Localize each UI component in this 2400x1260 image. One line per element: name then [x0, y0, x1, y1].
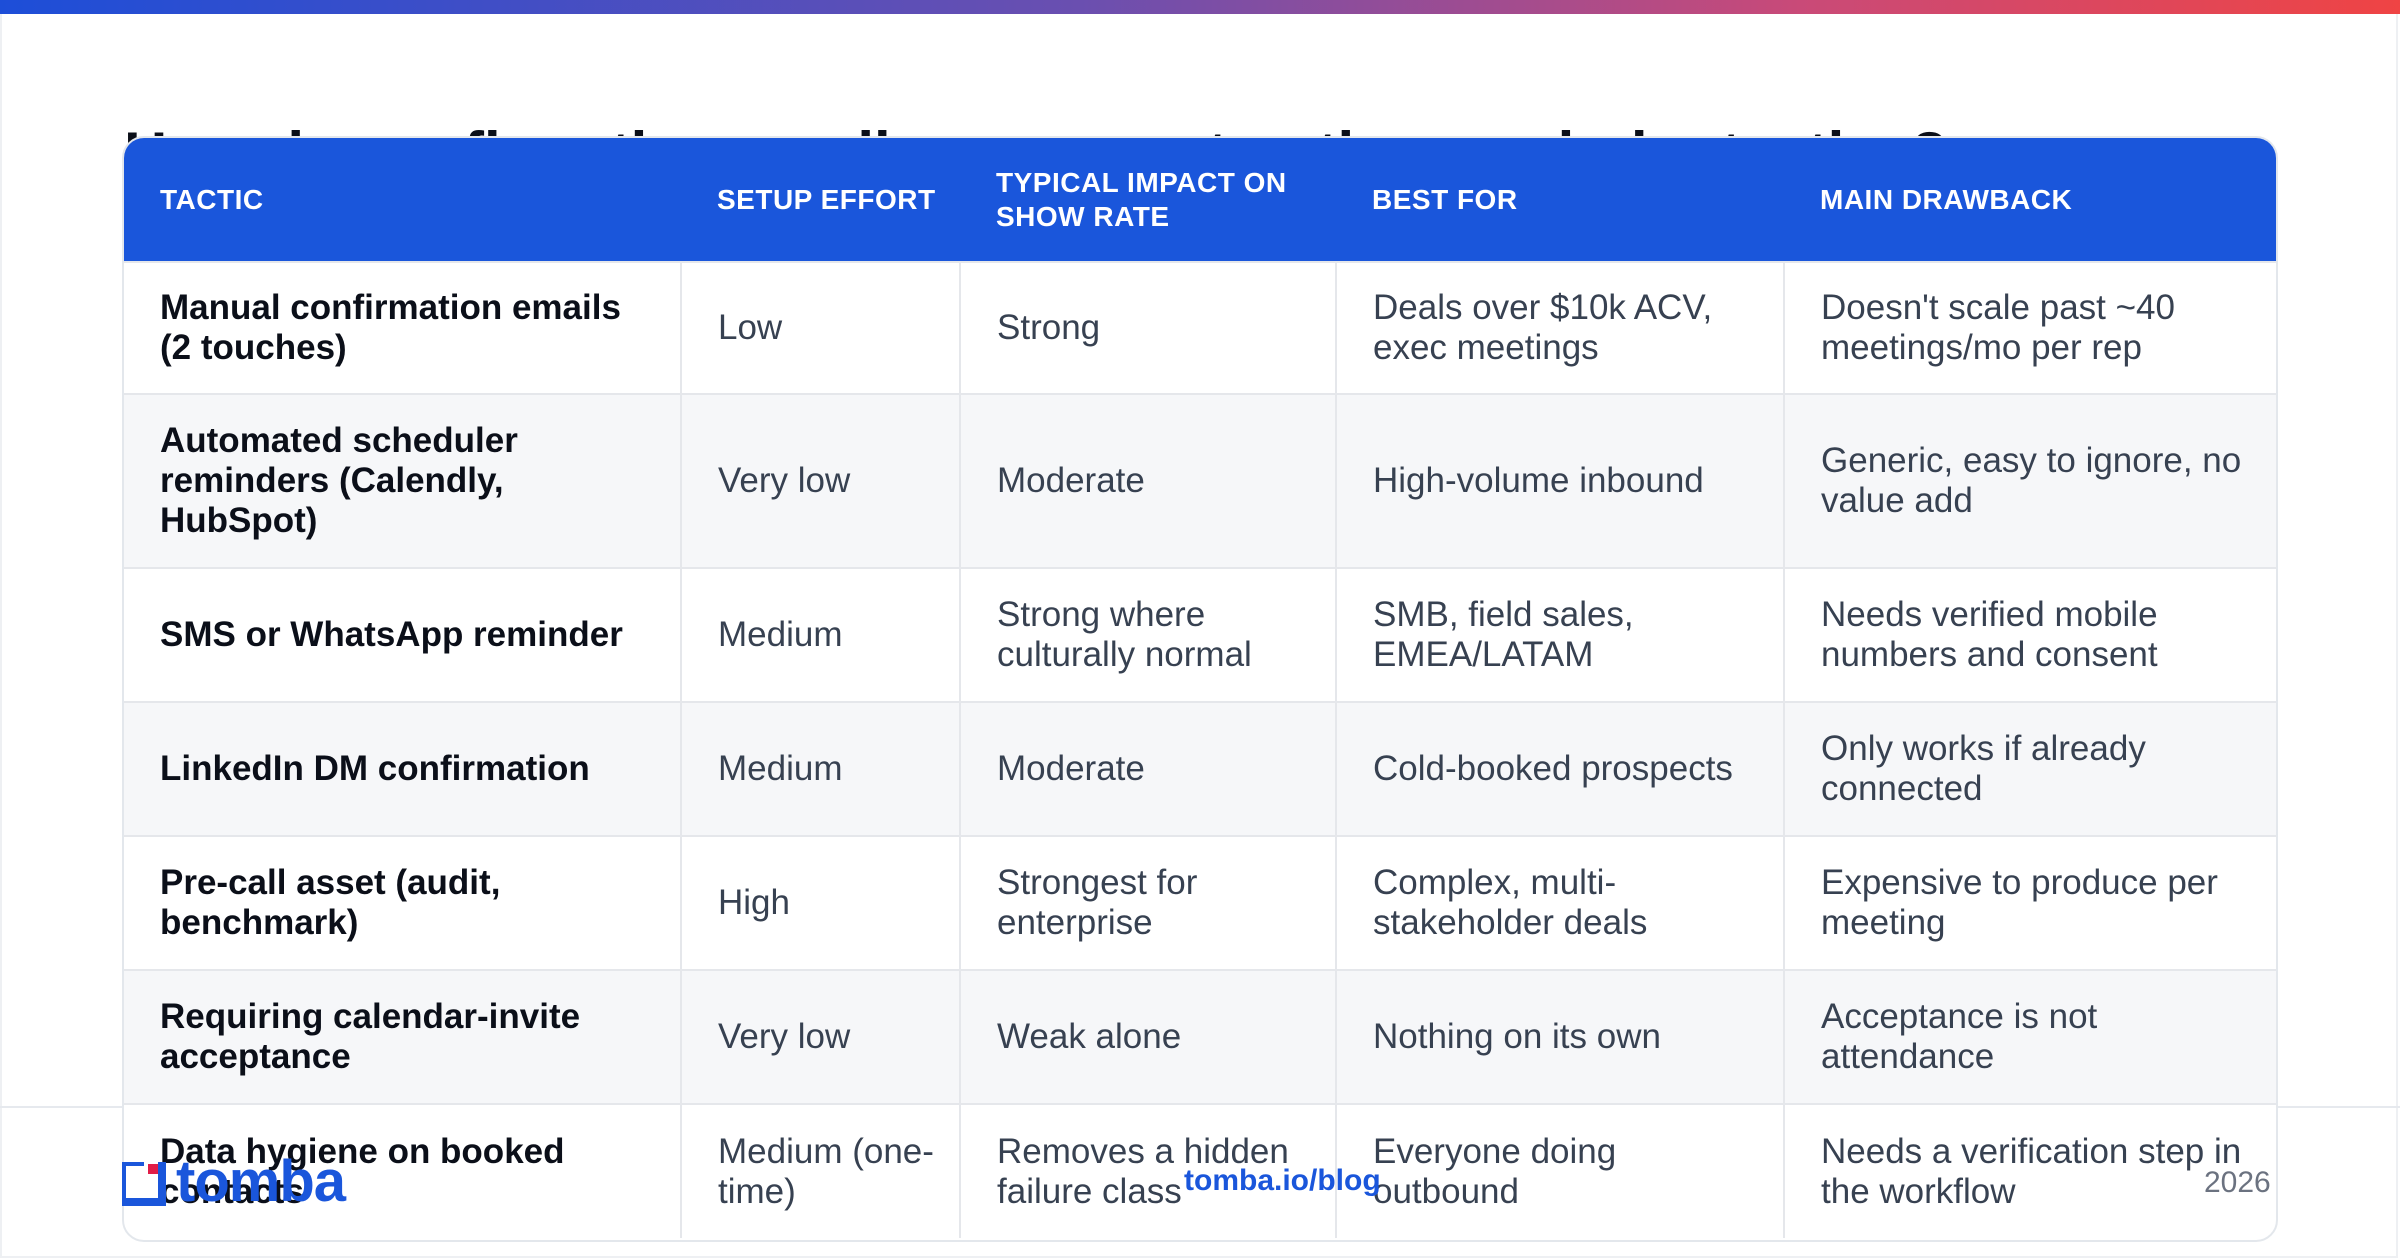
top-gradient-bar [0, 0, 2400, 14]
cell-setup-effort: Very low [681, 393, 961, 568]
cell-tactic: Automated scheduler reminders (Calendly,… [124, 393, 682, 568]
cell-drawback: Needs verified mobile numbers and consen… [1784, 567, 2276, 702]
slide-frame [0, 14, 2398, 1258]
logo-wordmark: tomba [176, 1149, 346, 1214]
table-row: LinkedIn DM confirmation Medium Moderate… [124, 701, 2276, 836]
table-row: Pre-call asset (audit, benchmark) High S… [124, 835, 2276, 970]
tomba-logo-icon [122, 1162, 166, 1206]
cell-tactic: Data hygiene on booked contacts [124, 1103, 682, 1238]
table-row: Requiring calendar-invite acceptance Ver… [124, 969, 2276, 1104]
header-setup-effort: SETUP EFFORT [717, 183, 936, 215]
cell-impact: Strongest for enterprise [960, 835, 1337, 970]
cell-drawback: Generic, easy to ignore, no value add [1784, 393, 2276, 568]
cell-tactic: LinkedIn DM confirmation [124, 701, 682, 836]
cell-best-for: High-volume inbound [1336, 393, 1785, 568]
cell-impact: Strong where culturally normal [960, 567, 1337, 702]
cell-best-for: Complex, multi-stakeholder deals [1336, 835, 1785, 970]
table-row: Automated scheduler reminders (Calendly,… [124, 393, 2276, 568]
header-best-for: BEST FOR [1372, 183, 1518, 215]
cell-tactic: Pre-call asset (audit, benchmark) [124, 835, 682, 970]
cell-drawback: Expensive to produce per meeting [1784, 835, 2276, 970]
cell-impact: Weak alone [960, 969, 1337, 1104]
cell-best-for: Everyone doing outbound [1336, 1103, 1785, 1238]
cell-drawback: Needs a verification step in the workflo… [1784, 1103, 2276, 1238]
cell-tactic: SMS or WhatsApp reminder [124, 567, 682, 702]
comparison-table-card: TACTIC SETUP EFFORT TYPICAL IMPACT ON SH… [122, 136, 2278, 1242]
cell-drawback: Acceptance is not attendance [1784, 969, 2276, 1104]
cell-tactic: Requiring calendar-invite acceptance [124, 969, 682, 1104]
header-main-drawback: MAIN DRAWBACK [1820, 183, 2073, 215]
header-tactic: TACTIC [160, 183, 264, 215]
cell-tactic: Manual confirmation emails (2 touches) [124, 261, 682, 394]
comparison-table: TACTIC SETUP EFFORT TYPICAL IMPACT ON SH… [124, 138, 2276, 1238]
cell-best-for: SMB, field sales, EMEA/LATAM [1336, 567, 1785, 702]
header-impact: TYPICAL IMPACT ON SHOW RATE [996, 166, 1287, 232]
cell-best-for: Nothing on its own [1336, 969, 1785, 1104]
cell-setup-effort: Medium (one-time) [681, 1103, 961, 1238]
cell-setup-effort: High [681, 835, 961, 970]
cell-setup-effort: Very low [681, 969, 961, 1104]
cell-impact: Strong [960, 261, 1337, 394]
cell-best-for: Deals over $10k ACV, exec meetings [1336, 261, 1785, 394]
cell-drawback: Only works if already connected [1784, 701, 2276, 836]
cell-setup-effort: Low [681, 261, 961, 394]
blog-link[interactable]: tomba.io/blog [1184, 1164, 1381, 1197]
table-header-row: TACTIC SETUP EFFORT TYPICAL IMPACT ON SH… [124, 138, 2276, 262]
table-row: Manual confirmation emails (2 touches) L… [124, 261, 2276, 394]
cell-impact: Removes a hidden failure class [960, 1103, 1337, 1238]
cell-drawback: Doesn't scale past ~40 meetings/mo per r… [1784, 261, 2276, 394]
cell-setup-effort: Medium [681, 701, 961, 836]
cell-best-for: Cold-booked prospects [1336, 701, 1785, 836]
cell-impact: Moderate [960, 701, 1337, 836]
table-row: SMS or WhatsApp reminder Medium Strong w… [124, 567, 2276, 702]
cell-setup-effort: Medium [681, 567, 961, 702]
footer-year: 2026 [2204, 1166, 2271, 1199]
tomba-logo[interactable]: tomba [122, 1152, 382, 1212]
table-row: Data hygiene on booked contacts Medium (… [124, 1103, 2276, 1238]
cell-impact: Moderate [960, 393, 1337, 568]
